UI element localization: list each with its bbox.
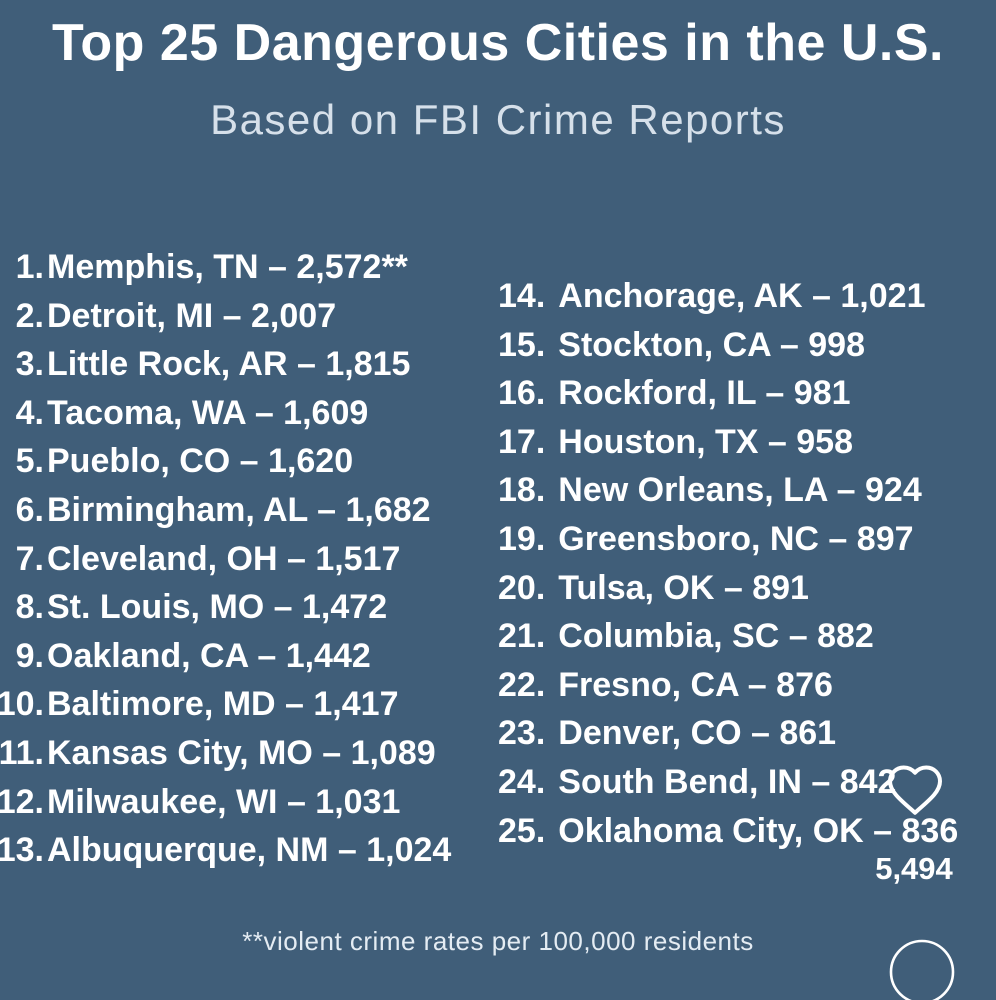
list-item: 8. St. Louis, MO – 1,472 [0, 583, 451, 632]
list-item: 6. Birmingham, AL – 1,682 [0, 486, 451, 535]
list-item: 15. Stockton, CA – 998 [498, 321, 958, 370]
list-item-rank: 1. [15, 248, 44, 286]
list-item-rank: 18. [498, 471, 546, 510]
list-item-label: Rockford, IL – 981 [558, 374, 851, 413]
list-item: 4. Tacoma, WA – 1,609 [0, 389, 451, 438]
list-item-rank: 3. [15, 345, 44, 384]
list-item-label: Detroit, MI – 2,007 [47, 296, 337, 335]
list-item-rank: 19. [498, 519, 546, 558]
list-item-rank: 2. [15, 296, 44, 335]
list-item-rank: 9. [15, 636, 44, 675]
city-list-right-column: 14. Anchorage, AK – 1,021 15. Stockton, CA… [498, 272, 958, 855]
list-item-label: Pueblo, CO – 1,620 [47, 442, 354, 481]
list-item: 17. Houston, TX – 958 [498, 418, 958, 467]
list-item: 18. New Orleans, LA – 924 [498, 466, 958, 515]
list-item-label: Albuquerque, NM – 1,024 [47, 831, 452, 870]
infographic-title: Top 25 Dangerous Cities in the U.S. [51, 14, 944, 72]
infographic-subtitle: Based on FBI Crime Reports [210, 96, 786, 143]
list-item-rank: 4. [15, 393, 44, 432]
list-item-rank: 20. [498, 568, 546, 607]
list-item-rank: 24. [498, 762, 546, 801]
list-item-rank: 16. [498, 374, 546, 413]
list-item-rank: 23. [498, 714, 546, 753]
list-item-label: Anchorage, AK – 1,021 [558, 277, 926, 315]
list-item-rank: 12. [0, 782, 44, 821]
list-item: 1. Memphis, TN – 2,572** [0, 243, 451, 292]
list-item: 9. Oakland, CA – 1,442 [0, 632, 451, 681]
list-item-rank: 5. [15, 442, 44, 481]
list-item-label: New Orleans, LA – 924 [558, 471, 922, 510]
list-item: 21. Columbia, SC – 882 [498, 612, 958, 661]
list-item-label: Baltimore, MD – 1,417 [47, 685, 399, 724]
list-item-label: Milwaukee, WI – 1,031 [47, 782, 401, 821]
list-item-label: Little Rock, AR – 1,815 [47, 345, 411, 384]
list-item: 25. Oklahoma City, OK – 836 [498, 807, 958, 856]
city-list-left-column: 1. Memphis, TN – 2,572** 2. Detroit, MI – … [0, 243, 451, 875]
list-item-rank: 6. [15, 490, 44, 529]
list-item: 14. Anchorage, AK – 1,021 [498, 272, 958, 321]
list-item-label: Cleveland, OH – 1,517 [47, 539, 401, 578]
footnote: **violent crime rates per 100,000 reside… [242, 926, 754, 956]
list-item: 12. Milwaukee, WI – 1,031 [0, 778, 451, 827]
list-item-label: Houston, TX – 958 [558, 422, 853, 461]
list-item-label: Columbia, SC – 882 [558, 617, 874, 656]
list-item: 13. Albuquerque, NM – 1,024 [0, 826, 451, 875]
list-item-rank: 15. [498, 325, 546, 364]
list-item-rank: 10. [0, 685, 44, 724]
list-item: 10. Baltimore, MD – 1,417 [0, 680, 451, 729]
list-item: 16. Rockford, IL – 981 [498, 369, 958, 418]
list-item-rank: 13. [0, 831, 44, 870]
like-count[interactable]: 5,494 [875, 851, 953, 886]
list-item: 5. Pueblo, CO – 1,620 [0, 437, 451, 486]
list-item-label: Greensboro, NC – 897 [558, 519, 914, 558]
list-item-label: Tulsa, OK – 891 [558, 568, 809, 607]
list-item-label: Oklahoma City, OK – 836 [558, 811, 959, 850]
list-item: 22. Fresno, CA – 876 [498, 661, 958, 710]
list-item-rank: 25. [498, 811, 546, 850]
list-item-label: Oakland, CA – 1,442 [47, 636, 371, 675]
like-heart-icon[interactable] [883, 760, 947, 820]
list-item: 20. Tulsa, OK – 891 [498, 564, 958, 613]
list-item-rank: 14. [498, 277, 546, 315]
list-item: 11. Kansas City, MO – 1,089 [0, 729, 451, 778]
list-item-label: Fresno, CA – 876 [558, 665, 833, 704]
list-item-label: Tacoma, WA – 1,609 [47, 393, 369, 432]
list-item: 7. Cleveland, OH – 1,517 [0, 535, 451, 584]
list-item-label: Denver, CO – 861 [558, 714, 837, 753]
list-item: 3. Little Rock, AR – 1,815 [0, 340, 451, 389]
list-item: 2. Detroit, MI – 2,007 [0, 292, 451, 341]
list-item-rank: 22. [498, 665, 546, 704]
list-item-label: St. Louis, MO – 1,472 [47, 588, 388, 627]
list-item: 23. Denver, CO – 861 [498, 709, 958, 758]
comment-circle-icon[interactable] [886, 936, 958, 1000]
list-item-label: Stockton, CA – 998 [558, 325, 865, 364]
list-item-label: Kansas City, MO – 1,089 [47, 733, 436, 772]
list-item: 19. Greensboro, NC – 897 [498, 515, 958, 564]
list-item-rank: 7. [15, 539, 44, 578]
list-item-rank: 17. [498, 422, 546, 461]
list-item-rank: 8. [15, 588, 44, 627]
list-item-label: Birmingham, AL – 1,682 [47, 490, 431, 529]
list-item-label: Memphis, TN – 2,572** [47, 248, 408, 286]
list-item-rank: 11. [0, 733, 44, 772]
list-item-rank: 21. [498, 617, 546, 656]
list-item: 24. South Bend, IN – 842 [498, 758, 958, 807]
list-item-label: South Bend, IN – 842 [558, 762, 897, 801]
